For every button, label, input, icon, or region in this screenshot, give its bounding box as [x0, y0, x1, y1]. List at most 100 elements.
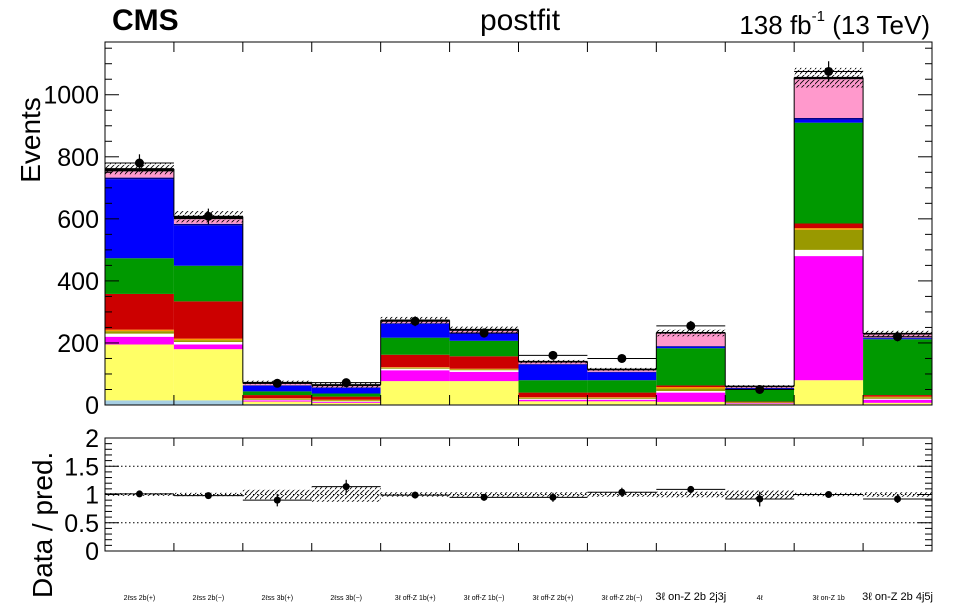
stack-bar	[656, 346, 726, 347]
y-tick-label: 400	[57, 268, 99, 296]
stack-bar	[242, 399, 312, 401]
stack-bar	[380, 323, 450, 338]
ratio-axis-label: Data / pred.	[27, 452, 58, 598]
stack-bar	[449, 370, 519, 372]
fit-stage-label: postfit	[480, 4, 561, 37]
stack-bar	[863, 339, 932, 396]
data-point	[755, 384, 765, 394]
stack-bar	[656, 333, 726, 347]
stack-bar	[242, 395, 312, 399]
ratio-tick-label: 0	[85, 538, 99, 566]
stack-bar	[587, 397, 657, 398]
category-label: 4ℓ	[757, 595, 764, 602]
stack-bar	[725, 403, 795, 405]
ratio-point	[273, 496, 281, 504]
stack-bar	[794, 249, 864, 257]
stack-bar	[173, 225, 243, 266]
stack-bar	[105, 333, 174, 337]
stack-bar	[311, 387, 381, 388]
stack-bar	[794, 119, 864, 123]
stack-bar	[656, 392, 726, 402]
ratio-point	[135, 490, 143, 498]
stack-bar	[587, 399, 657, 402]
stack-bar	[518, 364, 588, 381]
stack-bar	[242, 400, 312, 402]
y-tick-label: 200	[57, 330, 99, 358]
ratio-points	[105, 479, 932, 507]
stack-bar	[725, 389, 795, 402]
category-label: 3ℓ off-Z 2b(−)	[601, 595, 642, 602]
stack-bar	[794, 229, 864, 250]
y-tick-label: 0	[85, 392, 99, 420]
stack-bar	[518, 380, 588, 393]
ratio-band	[863, 492, 932, 497]
stack-bar	[656, 346, 726, 349]
stack-bar	[449, 340, 519, 357]
stack-bar	[105, 258, 174, 294]
stack-bar	[725, 401, 795, 403]
category-label: 3ℓ off-Z 2b(+)	[533, 595, 574, 602]
stack-bar	[311, 400, 381, 402]
category-label: 2ℓss 3b(+)	[261, 595, 293, 602]
ratio-tick-label: 1.5	[64, 453, 99, 481]
stack-bar	[449, 371, 519, 382]
stack-bar	[311, 399, 381, 401]
ratio-band	[656, 491, 726, 498]
ratio-point	[204, 492, 212, 500]
stack-bar	[449, 368, 519, 370]
stack-bar	[794, 380, 864, 405]
stack-bar	[105, 293, 174, 330]
stack-bar	[173, 349, 243, 401]
stack-bar	[311, 401, 381, 403]
stack-bar	[173, 338, 243, 341]
stack-bar	[380, 381, 450, 405]
stack-bar	[518, 392, 588, 398]
uncertainty-band	[656, 329, 726, 337]
y-tick-label: 1000	[43, 82, 99, 110]
stack-bar	[725, 404, 795, 405]
category-label: 3ℓ off-Z 1b(+)	[395, 595, 436, 602]
stack-bar	[242, 398, 312, 399]
lumi-value: 138 fb	[739, 10, 812, 40]
stack-bar	[794, 223, 864, 229]
stack-bar	[311, 387, 381, 394]
stack-bar	[311, 401, 381, 402]
stack-bar	[794, 122, 864, 224]
category-label: 3ℓ on-Z 2b 4j5j	[862, 591, 933, 603]
stack-bar	[725, 402, 795, 404]
stack-bar	[587, 401, 657, 405]
category-label: 2ℓss 3b(−)	[330, 595, 362, 602]
stack-bar	[173, 342, 243, 345]
data-points	[105, 61, 932, 394]
data-point	[617, 353, 627, 363]
luminosity-label: 138 fb-1 (13 TeV)	[739, 8, 930, 41]
stack-bar	[449, 356, 519, 369]
data-point	[203, 211, 213, 221]
data-point	[548, 350, 558, 360]
stack-bar	[449, 381, 519, 405]
lumi-exponent: -1	[811, 8, 825, 25]
stack-bar	[105, 177, 174, 180]
stack-bar	[863, 398, 932, 400]
stack-bar	[863, 399, 932, 403]
stack-bar	[518, 364, 588, 365]
ratio-point	[825, 491, 833, 498]
stack-bar	[656, 348, 726, 386]
stack-bar	[656, 385, 726, 388]
stack-bar	[518, 398, 588, 400]
ratio-point	[618, 488, 626, 496]
data-point	[341, 378, 351, 388]
stack-bar	[380, 370, 450, 382]
stack-bar	[518, 397, 588, 398]
data-point	[272, 378, 282, 388]
category-label: 3ℓ on-Z 2b 2j3j	[655, 591, 726, 603]
stack-bar	[794, 256, 864, 381]
category-label: 3ℓ off-Z 1b(−)	[464, 595, 505, 602]
stack-bar	[863, 402, 932, 405]
stack-bar	[173, 301, 243, 339]
stack-bar	[794, 118, 864, 120]
ratio-point	[411, 491, 419, 499]
stack-bar	[242, 391, 312, 396]
